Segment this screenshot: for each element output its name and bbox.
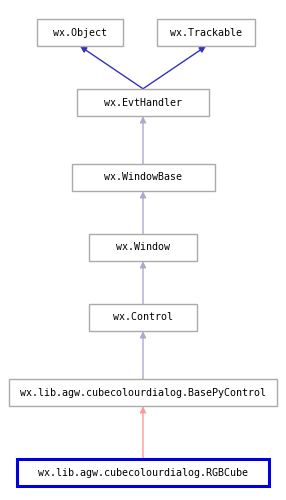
Text: wx.Trackable: wx.Trackable [170, 28, 242, 38]
Bar [89, 234, 197, 261]
Bar [157, 18, 255, 46]
Bar [77, 88, 209, 116]
Bar [89, 304, 197, 332]
Text: wx.WindowBase: wx.WindowBase [104, 172, 182, 182]
Bar [37, 18, 123, 46]
Bar [17, 459, 269, 486]
Text: wx.EvtHandler: wx.EvtHandler [104, 98, 182, 108]
Text: wx.lib.agw.cubecolourdialog.RGBCube: wx.lib.agw.cubecolourdialog.RGBCube [38, 468, 248, 477]
Text: wx.Control: wx.Control [113, 312, 173, 322]
Bar [9, 379, 277, 406]
Text: wx.Object: wx.Object [53, 28, 107, 38]
Text: wx.Window: wx.Window [116, 242, 170, 252]
Text: wx.lib.agw.cubecolourdialog.BasePyControl: wx.lib.agw.cubecolourdialog.BasePyContro… [20, 388, 266, 398]
Bar [72, 164, 214, 191]
